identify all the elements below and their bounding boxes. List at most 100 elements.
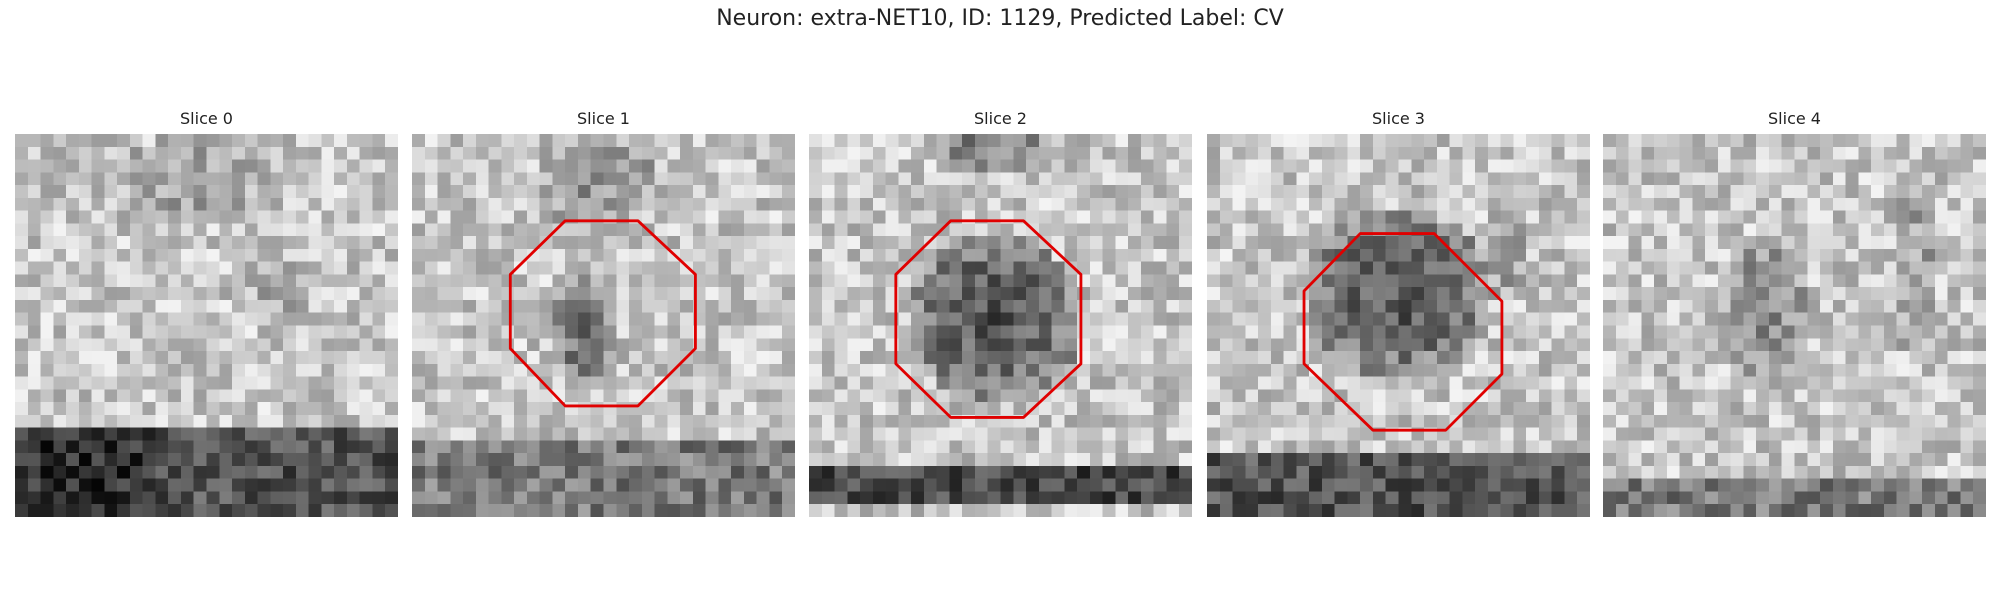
- pixel: [809, 261, 822, 275]
- pixel: [1309, 389, 1322, 403]
- pixel: [1551, 453, 1565, 466]
- pixel: [1883, 440, 1897, 454]
- pixel: [641, 338, 655, 352]
- pixel: [1654, 491, 1667, 505]
- pixel: [1666, 287, 1680, 300]
- pixel: [1692, 287, 1706, 300]
- pixel: [1922, 389, 1935, 403]
- pixel: [1705, 210, 1718, 224]
- pixel: [257, 325, 271, 339]
- pixel: [936, 261, 950, 275]
- pixel: [539, 159, 553, 173]
- pixel: [1487, 389, 1501, 403]
- pixel: [1321, 351, 1335, 364]
- pixel: [193, 478, 207, 492]
- pixel: [1883, 312, 1897, 326]
- pixel: [1179, 465, 1192, 479]
- pixel: [1385, 134, 1399, 147]
- pixel: [1385, 172, 1399, 186]
- pixel: [718, 274, 732, 288]
- pixel: [206, 465, 220, 479]
- pixel: [346, 491, 360, 505]
- pixel: [1089, 338, 1103, 352]
- pixel: [1360, 134, 1373, 147]
- pixel: [1909, 491, 1923, 505]
- pixel: [911, 197, 924, 211]
- pixel: [654, 414, 668, 428]
- pixel: [1258, 453, 1271, 466]
- pixel: [424, 376, 438, 390]
- pixel: [743, 248, 757, 262]
- pixel: [1871, 287, 1884, 300]
- pixel: [565, 197, 578, 211]
- pixel: [1615, 299, 1629, 313]
- pixel: [1089, 299, 1103, 313]
- pixel: [974, 427, 988, 441]
- pixel: [27, 287, 41, 300]
- pixel: [117, 248, 130, 262]
- pixel: [872, 134, 886, 147]
- pixel: [78, 363, 92, 377]
- pixel: [1858, 236, 1872, 249]
- pixel: [155, 312, 169, 326]
- pixel: [40, 146, 54, 160]
- pixel: [193, 287, 207, 300]
- pixel: [1270, 197, 1284, 211]
- pixel: [885, 389, 899, 403]
- pixel: [270, 223, 284, 237]
- pixel: [1564, 134, 1578, 147]
- pixel: [219, 402, 233, 415]
- pixel: [860, 427, 873, 441]
- pixel: [257, 414, 271, 428]
- pixel: [1462, 274, 1476, 288]
- pixel: [1424, 338, 1437, 352]
- pixel: [142, 504, 156, 517]
- pixel: [565, 504, 578, 517]
- pixel: [847, 338, 861, 352]
- pixel: [1858, 146, 1872, 160]
- pixel: [1717, 478, 1731, 492]
- pixel: [1603, 402, 1616, 415]
- pixel: [680, 299, 693, 313]
- pixel: [834, 491, 848, 505]
- pixel: [847, 299, 861, 313]
- pixel: [692, 261, 706, 275]
- pixel: [834, 402, 848, 415]
- pixel: [1219, 402, 1233, 415]
- pixel: [641, 274, 655, 288]
- pixel: [526, 453, 540, 466]
- pixel: [705, 146, 719, 160]
- pixel: [1679, 134, 1693, 147]
- pixel: [782, 312, 795, 326]
- pixel: [488, 414, 502, 428]
- pixel: [1424, 236, 1437, 249]
- pixel: [1577, 325, 1590, 339]
- pixel: [552, 312, 566, 326]
- pixel: [1743, 453, 1757, 466]
- pixel: [1909, 414, 1923, 428]
- pixel: [1781, 376, 1795, 390]
- pixel: [1845, 248, 1859, 262]
- pixel: [1909, 504, 1923, 517]
- pixel: [1768, 134, 1782, 147]
- pixel: [1705, 491, 1718, 505]
- pixel: [641, 363, 655, 377]
- pixel: [1347, 210, 1361, 224]
- pixel: [66, 478, 79, 492]
- pixel: [705, 414, 719, 428]
- pixel: [1666, 210, 1680, 224]
- pixel: [1026, 414, 1039, 428]
- pixel: [346, 363, 360, 377]
- pixel: [1871, 427, 1884, 441]
- pixel: [270, 248, 284, 262]
- pixel: [809, 465, 822, 479]
- pixel: [412, 389, 425, 403]
- pixel: [488, 376, 502, 390]
- pixel: [1513, 261, 1527, 275]
- pixel: [769, 159, 783, 173]
- pixel: [1934, 414, 1948, 428]
- pixel: [104, 465, 118, 479]
- pixel: [1973, 248, 1986, 262]
- pixel: [40, 210, 54, 224]
- pixel: [1385, 414, 1399, 428]
